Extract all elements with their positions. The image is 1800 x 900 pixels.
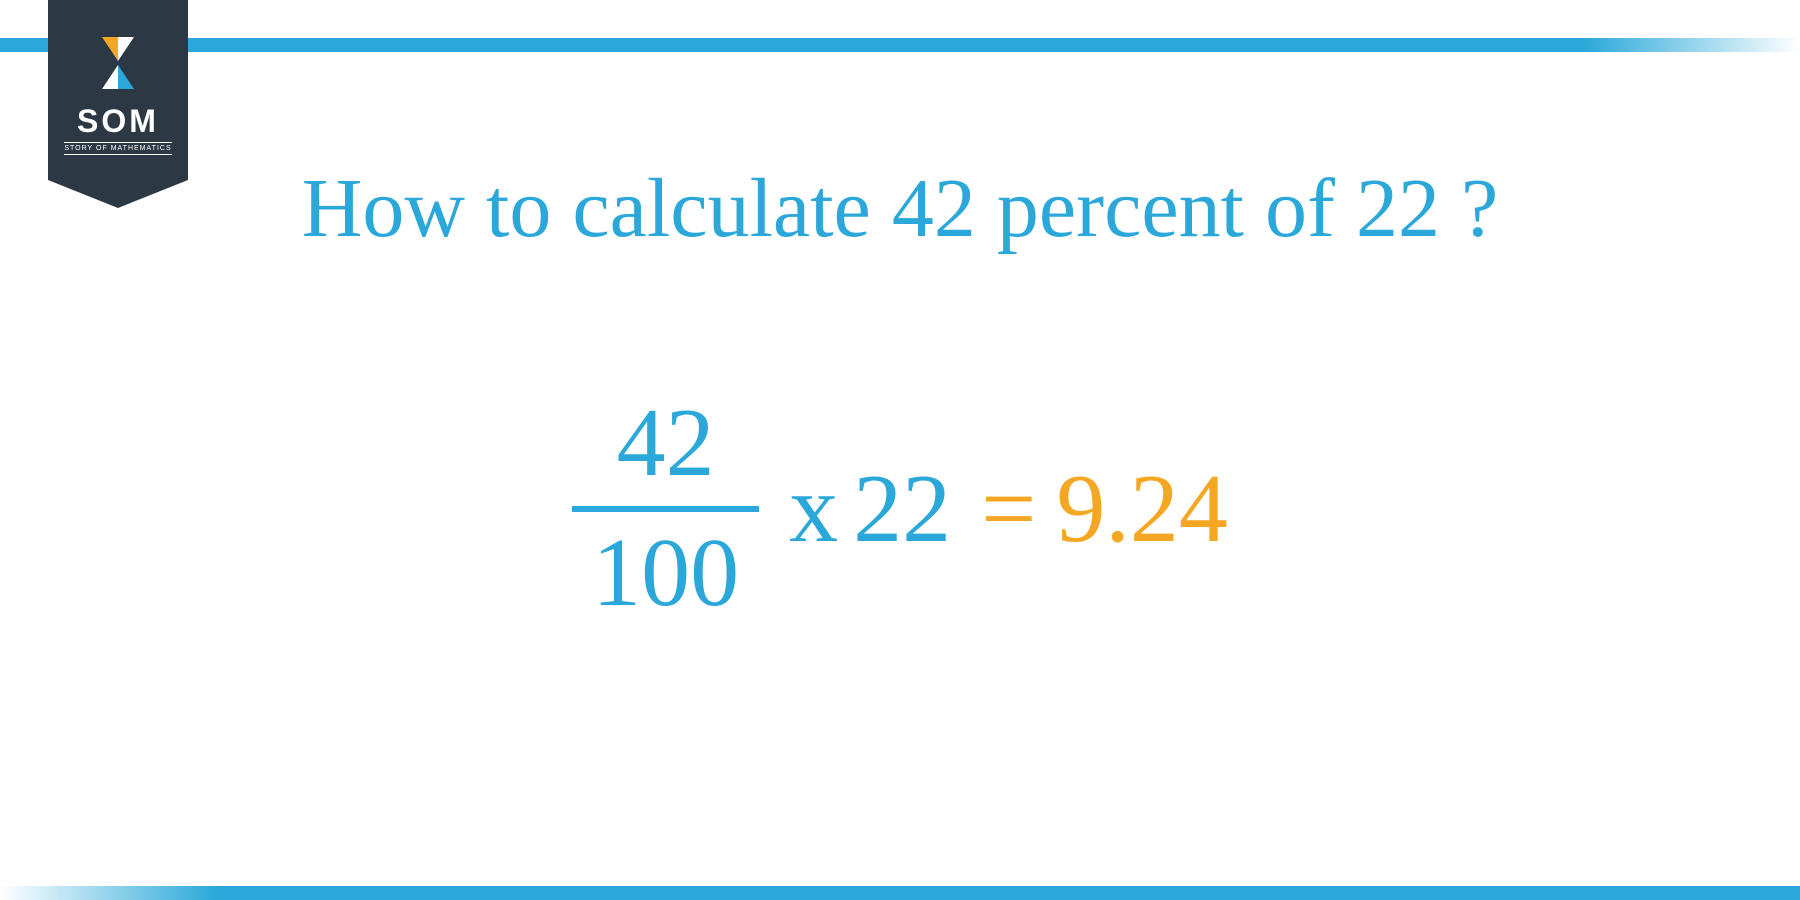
bottom-accent-bar (0, 886, 1800, 900)
top-accent-bar (0, 38, 1800, 52)
logo-icon (90, 35, 146, 91)
result: 9.24 (1056, 453, 1228, 565)
denominator: 100 (572, 512, 759, 628)
equals-symbol: = (981, 453, 1036, 565)
logo-subtext: STORY OF MATHEMATICS (64, 142, 171, 155)
multiplicand: 22 (853, 453, 951, 565)
numerator: 42 (597, 390, 735, 506)
equation: 42 100 x 22 = 9.24 (0, 390, 1800, 628)
page-title: How to calculate 42 percent of 22 ? (0, 160, 1800, 257)
multiply-symbol: x (789, 453, 838, 565)
logo-badge: SOM STORY OF MATHEMATICS (48, 0, 188, 180)
logo-text: SOM (77, 103, 159, 140)
fraction: 42 100 (572, 390, 759, 628)
